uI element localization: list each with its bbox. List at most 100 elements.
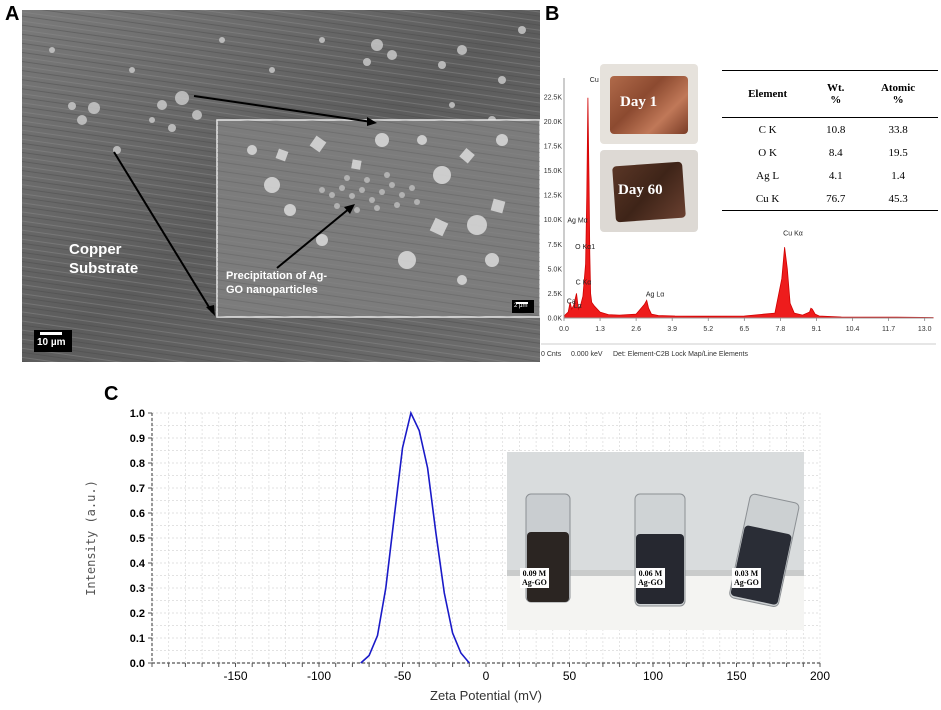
element-composition-table: Element Wt. % Atomic % C K 10.8 33.8 O K… bbox=[722, 70, 938, 211]
edx-y-tick-label: 12.5K bbox=[544, 193, 563, 200]
edx-y-tick-label: 2.5K bbox=[548, 291, 563, 298]
vials-illustration bbox=[507, 452, 804, 630]
table-cell: 8.4 bbox=[828, 146, 843, 159]
edx-x-tick-label: 0.0 bbox=[559, 326, 569, 333]
zeta-y-tick-label: 0.4 bbox=[130, 558, 146, 570]
edx-y-tick-label: 7.5K bbox=[548, 242, 563, 249]
zeta-x-tick-label: 200 bbox=[810, 669, 830, 683]
zeta-x-tick-label: 50 bbox=[563, 669, 577, 683]
edx-x-tick-label: 2.6 bbox=[631, 326, 641, 333]
edx-panel: 0.0 1.3 2.6 3.9 5.2 6.5 7.8 9.1 10.4 11.7 13.0 0.0K… bbox=[541, 10, 941, 372]
table-cell: Ag L bbox=[756, 169, 780, 182]
table-row: O K 8.4 19.5 bbox=[722, 141, 938, 164]
table-header-row: Element Wt. % Atomic % bbox=[722, 70, 938, 118]
edx-y-tick-label: 10.0K bbox=[544, 217, 563, 224]
edx-y-tick-label: 15.0K bbox=[544, 168, 563, 175]
edx-peak-label: Cu Lα bbox=[590, 77, 609, 84]
zeta-y-tick-label: 0.2 bbox=[130, 608, 145, 620]
edx-y-tick-label: 17.5K bbox=[544, 143, 563, 150]
edx-x-tick-label: 11.7 bbox=[882, 326, 895, 333]
day60-photo: Day 60 bbox=[600, 150, 698, 232]
copper-substrate-line1: Copper bbox=[69, 241, 122, 258]
day60-label: Day 60 bbox=[618, 182, 663, 198]
edx-x-tick-label: 3.9 bbox=[667, 326, 677, 333]
edx-x-tick-label: 10.4 bbox=[846, 326, 860, 333]
edx-footer-kev: 0.000 keV bbox=[571, 351, 603, 358]
zeta-y-tick-label: 0.7 bbox=[130, 483, 145, 495]
table-cell: 19.5 bbox=[888, 146, 908, 159]
edx-peak-label: Ag Mα bbox=[567, 218, 587, 225]
edx-footer-cnts: 0 Cnts bbox=[541, 351, 562, 358]
zeta-y-tick-label: 0.8 bbox=[130, 458, 145, 470]
edx-x-tick-label: 13.0 bbox=[918, 326, 932, 333]
zeta-y-axis-label: Intensity (a.u.) bbox=[84, 480, 98, 596]
vials-photo: 0.09 M Ag-GO 0.06 M Ag-GO 0.03 M Ag-GO bbox=[507, 452, 804, 630]
copper-substrate-line2: Substrate bbox=[69, 260, 139, 277]
edx-spectrum-chart: 0.0 1.3 2.6 3.9 5.2 6.5 7.8 9.1 10.4 11.7 13.0 0.0K… bbox=[541, 77, 936, 358]
vial-label-006: 0.06 M Ag-GO bbox=[636, 568, 665, 588]
zeta-x-tick-label: 150 bbox=[726, 669, 746, 683]
day1-label: Day 1 bbox=[620, 94, 658, 110]
vial-label-conc: 0.09 M bbox=[522, 569, 547, 578]
panel-c-label: C bbox=[104, 383, 119, 405]
zeta-y-tick-label: 0.0 bbox=[130, 658, 145, 670]
zeta-y-tick-label: 0.9 bbox=[130, 433, 145, 445]
vial-label-003: 0.03 M Ag-GO bbox=[732, 568, 761, 588]
edx-peak-label: Lα bbox=[574, 303, 582, 310]
vial-label-conc: 0.03 M bbox=[734, 569, 759, 578]
arrow-to-inset-bottom bbox=[113, 151, 213, 313]
scale-main-label: 10 µm bbox=[37, 337, 66, 348]
copper-substrate-label: Copper Substrate bbox=[69, 240, 138, 278]
table-cell: 76.7 bbox=[813, 187, 859, 211]
precipitation-label: Precipitation of Ag- GO nanoparticles bbox=[226, 269, 327, 297]
table-cell: C K bbox=[758, 123, 777, 136]
vial-label-conc: 0.06 M bbox=[638, 569, 663, 578]
edx-spectrum-area bbox=[563, 97, 934, 319]
zeta-x-tick-label: 0 bbox=[483, 669, 490, 683]
scale-inset-label: 2 µm bbox=[514, 303, 528, 309]
day1-photo: Day 1 bbox=[600, 64, 698, 144]
zeta-y-tick-label: 0.6 bbox=[130, 508, 145, 520]
edx-y-tick-label: 5.0K bbox=[548, 266, 563, 273]
scale-bar-main-bg bbox=[34, 330, 72, 352]
table-cell: 1.4 bbox=[891, 169, 905, 182]
zeta-y-tick-label: 1.0 bbox=[130, 408, 145, 420]
edx-y-tick-label: 20.0K bbox=[544, 119, 563, 126]
edx-peak-label: Cu Kα bbox=[783, 230, 803, 237]
edx-footer-det: Det: Element-C2B Lock Map/Line Elements bbox=[613, 351, 749, 358]
sem-texture bbox=[22, 10, 540, 362]
table-cell: 45.3 bbox=[858, 187, 938, 211]
table-header-atomic: Atomic % bbox=[858, 70, 938, 118]
edx-x-tick-label: 5.2 bbox=[703, 326, 713, 333]
zeta-y-tick-label: 0.1 bbox=[130, 633, 145, 645]
edx-peak-label: Ca bbox=[567, 298, 576, 305]
edx-y-tick-label: 22.5K bbox=[544, 94, 563, 101]
vial-label-material: Ag-GO bbox=[522, 578, 547, 587]
table-row: Ag L 4.1 1.4 bbox=[722, 164, 938, 187]
zeta-x-tick-label: 100 bbox=[643, 669, 663, 683]
panel-a-label: A bbox=[5, 3, 20, 25]
edx-peak-label: O Kα1 bbox=[575, 244, 595, 251]
arrow-to-inset-top bbox=[193, 95, 373, 123]
edx-peak-label: C Kα bbox=[576, 280, 592, 287]
vial-label-material: Ag-GO bbox=[734, 578, 759, 587]
zeta-x-tick-label: -100 bbox=[307, 669, 331, 683]
edx-x-tick-label: 6.5 bbox=[739, 326, 749, 333]
table-header-element: Element bbox=[722, 70, 814, 118]
edx-peak-label: Ag Lα bbox=[646, 291, 664, 298]
zeta-x-tick-label: -50 bbox=[394, 669, 412, 683]
zeta-x-axis-label: Zeta Potential (mV) bbox=[430, 688, 542, 703]
zeta-series-line bbox=[360, 410, 470, 664]
precipitation-line2: GO nanoparticles bbox=[226, 284, 318, 296]
edx-x-tick-label: 1.3 bbox=[595, 326, 605, 333]
table-header-wt: Wt. % bbox=[813, 70, 859, 118]
table-row: Cu K 76.7 45.3 bbox=[722, 187, 938, 211]
sem-micrograph: Copper Substrate Precipitation of Ag- GO… bbox=[22, 10, 540, 362]
precipitation-line1: Precipitation of Ag- bbox=[226, 270, 328, 282]
vial-label-material: Ag-GO bbox=[638, 578, 663, 587]
edx-x-tick-label: 7.8 bbox=[776, 326, 786, 333]
zeta-y-tick-label: 0.5 bbox=[130, 533, 145, 545]
table-cell: 4.1 bbox=[828, 169, 843, 182]
panel-b-label: B bbox=[545, 3, 560, 25]
table-cell: 33.8 bbox=[888, 123, 908, 136]
